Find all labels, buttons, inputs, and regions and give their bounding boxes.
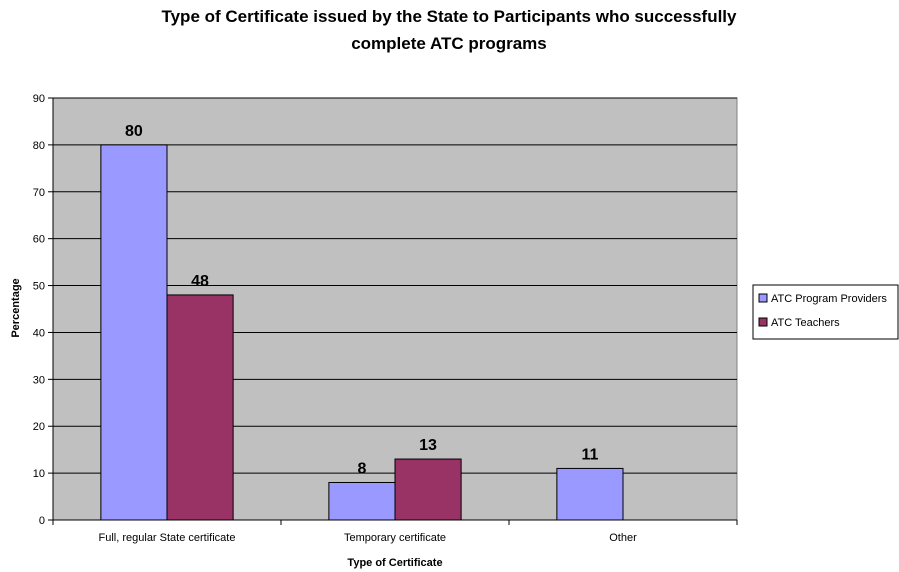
x-tick-label: Temporary certificate <box>344 532 446 544</box>
bar <box>100 144 168 521</box>
data-label: 8 <box>357 460 366 477</box>
y-tick-label: 40 <box>33 327 45 339</box>
y-tick-label: 10 <box>33 468 45 480</box>
y-tick-label: 30 <box>33 374 45 386</box>
y-tick-label: 80 <box>33 140 45 152</box>
y-tick-label: 90 <box>33 93 45 105</box>
y-tick-label: 70 <box>33 187 45 199</box>
data-label: 48 <box>191 273 209 290</box>
bar <box>556 467 624 521</box>
y-tick-label: 0 <box>39 515 45 527</box>
legend-swatch <box>758 317 768 327</box>
chart-title-line-1: Type of Certificate issued by the State … <box>161 7 737 26</box>
data-label: 80 <box>125 123 143 140</box>
y-tick-label: 50 <box>33 281 45 293</box>
y-axis-title: Percentage <box>10 278 22 337</box>
bar <box>166 294 234 521</box>
x-axis-title: Type of Certificate <box>347 557 442 569</box>
legend-label: ATC Program Providers <box>771 293 887 305</box>
chart-title-line-2: complete ATC programs <box>351 34 547 53</box>
plot-area: 0 10 20 30 40 50 60 70 80 90 Full, regular State c… <box>33 93 738 544</box>
y-tick-label: 20 <box>33 421 45 433</box>
data-label: 11 <box>581 446 598 463</box>
x-tick-label: Other <box>609 532 637 544</box>
bar <box>394 458 462 521</box>
x-tick-label: Full, regular State certificate <box>99 532 236 544</box>
bar <box>328 481 396 521</box>
legend: ATC Program Providers ATC Teachers <box>752 284 899 340</box>
legend-box <box>752 284 899 340</box>
y-tick-label: 60 <box>33 234 45 246</box>
data-label: 13 <box>419 437 437 454</box>
legend-label: ATC Teachers <box>771 317 840 329</box>
legend-swatch <box>758 293 768 303</box>
